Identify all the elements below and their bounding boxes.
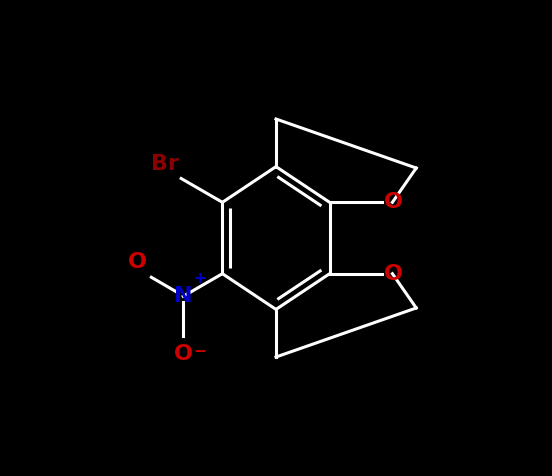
Text: +: + (194, 271, 206, 286)
Text: N: N (174, 286, 193, 307)
Text: O: O (128, 252, 147, 272)
Text: O: O (384, 192, 404, 212)
Text: O: O (174, 344, 193, 364)
Text: Br: Br (151, 154, 179, 174)
Text: −: − (194, 344, 206, 359)
Text: O: O (384, 264, 404, 284)
